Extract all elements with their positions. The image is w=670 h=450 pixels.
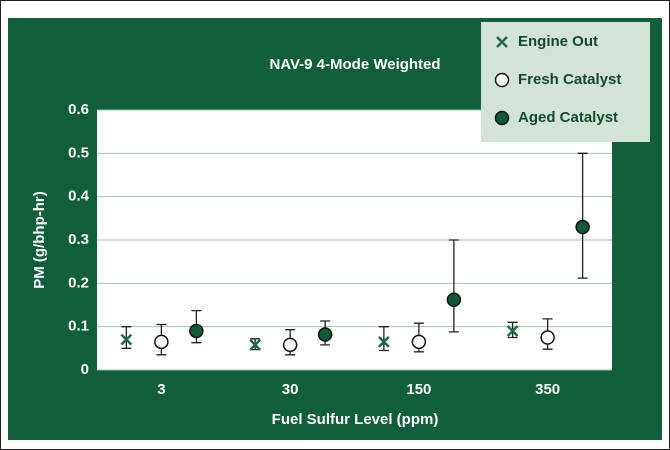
- y-tick-label: 0.6: [68, 101, 89, 118]
- chart-title: NAV-9 4-Mode Weighted: [269, 56, 440, 73]
- y-axis-label: PM (g/bhp-hr): [31, 191, 48, 288]
- marker: [249, 338, 262, 351]
- legend-box: [481, 22, 650, 142]
- legend-label: Fresh Catalyst: [518, 71, 621, 88]
- legend-marker: [496, 36, 508, 48]
- legend-marker: [494, 110, 510, 126]
- marker: [506, 325, 519, 337]
- marker: [575, 219, 590, 235]
- x-tick-label: 3: [157, 381, 165, 398]
- legend-label: Engine Out: [518, 33, 598, 50]
- marker: [120, 333, 133, 346]
- y-tick-label: 0.2: [68, 274, 89, 291]
- marker: [540, 330, 555, 345]
- error-bar: [577, 152, 588, 279]
- legend-marker: [494, 72, 510, 88]
- y-tick-label: 0.3: [68, 231, 89, 248]
- error-bar: [378, 326, 389, 352]
- marker: [154, 334, 169, 350]
- legend-label: Aged Catalyst: [518, 109, 618, 126]
- error-bar: [121, 326, 132, 349]
- marker: [317, 327, 333, 342]
- y-tick-label: 0.4: [68, 188, 90, 205]
- y-tick-label: 0: [81, 361, 89, 378]
- marker: [282, 337, 298, 353]
- marker: [446, 292, 462, 308]
- x-tick-label: 150: [406, 381, 431, 398]
- x-tick-label: 30: [282, 381, 299, 398]
- x-axis-label: Fuel Sulfur Level (ppm): [272, 411, 439, 428]
- y-tick-label: 0.1: [68, 318, 89, 335]
- y-tick-label: 0.5: [68, 144, 89, 161]
- error-bar: [448, 239, 459, 333]
- marker: [189, 323, 204, 339]
- x-tick-label: 350: [535, 381, 560, 398]
- marker: [377, 335, 390, 348]
- marker: [411, 334, 427, 350]
